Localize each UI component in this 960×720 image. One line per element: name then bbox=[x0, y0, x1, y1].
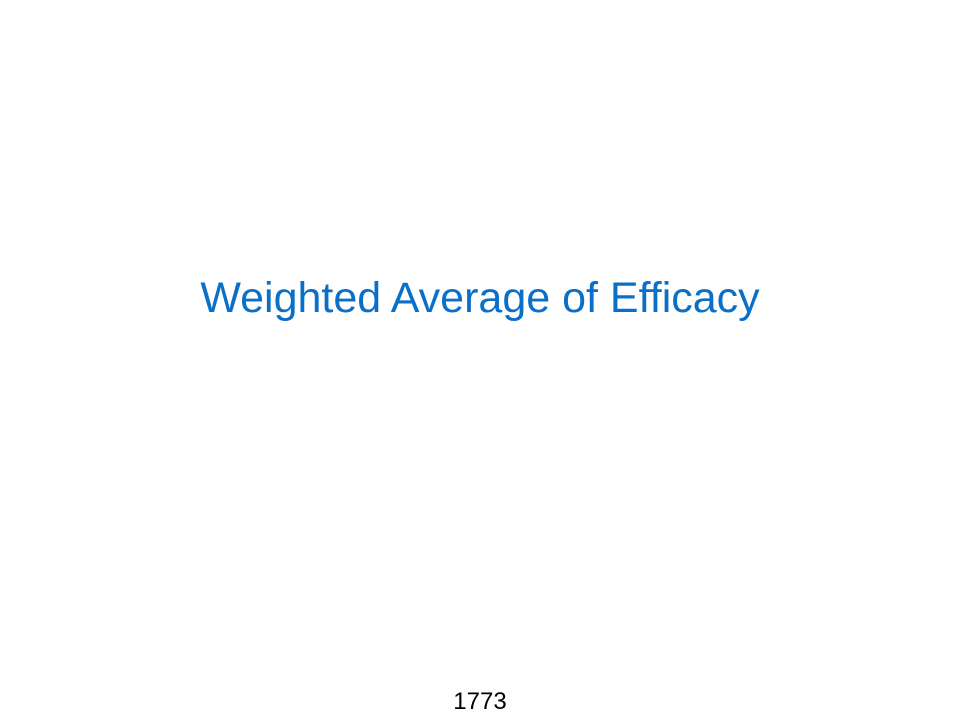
page-number: 1773 bbox=[453, 688, 507, 715]
slide-title: Weighted Average of Efficacy bbox=[200, 274, 760, 322]
